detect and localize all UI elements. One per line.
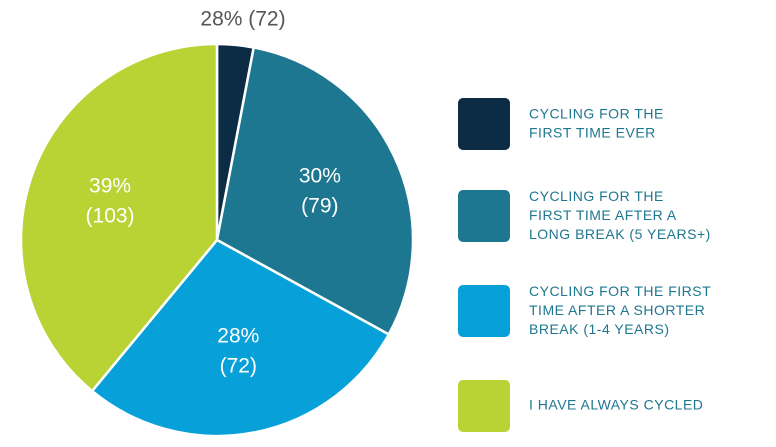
pie-slice <box>19 42 219 393</box>
slice-label: 28% (72) <box>217 324 259 377</box>
legend-label: CYCLING FOR THE FIRST TIME EVER <box>529 105 664 140</box>
legend-swatch <box>458 98 510 150</box>
annotation: 28% (72) <box>200 8 285 31</box>
slice-label: 30% (79) <box>299 164 341 217</box>
legend-swatch <box>458 190 510 242</box>
legend-swatch <box>458 285 510 337</box>
legend-label: I HAVE ALWAYS CYCLED <box>529 397 703 413</box>
pie-slice <box>215 46 415 337</box>
slice-label: 39% (103) <box>86 174 135 227</box>
legend-label: CYCLING FOR THE FIRST TIME AFTER A SHORTE… <box>529 283 711 337</box>
legend-label: CYCLING FOR THE FIRST TIME AFTER A LONG BR… <box>529 188 711 242</box>
pie-slice <box>90 238 391 438</box>
legend-swatch <box>458 380 510 432</box>
